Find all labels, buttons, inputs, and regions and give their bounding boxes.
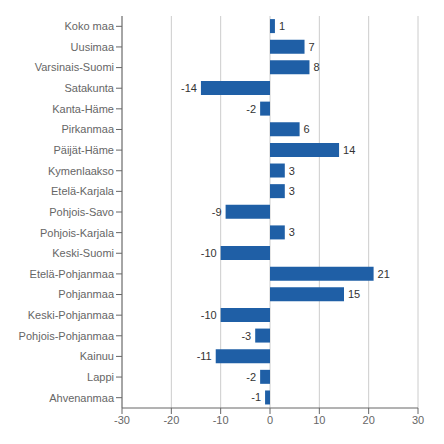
svg-text:3: 3 xyxy=(289,165,295,177)
svg-text:Päijät-Häme: Päijät-Häme xyxy=(53,144,114,156)
svg-text:Satakunta: Satakunta xyxy=(64,82,114,94)
svg-text:10: 10 xyxy=(313,414,325,426)
svg-text:-14: -14 xyxy=(181,82,197,94)
svg-text:Keski-Suomi: Keski-Suomi xyxy=(52,247,114,259)
svg-text:Kainuu: Kainuu xyxy=(80,350,114,362)
svg-text:-10: -10 xyxy=(201,247,217,259)
svg-text:20: 20 xyxy=(363,414,375,426)
svg-text:-9: -9 xyxy=(212,206,222,218)
svg-text:-11: -11 xyxy=(197,350,212,362)
svg-text:Koko maa: Koko maa xyxy=(64,20,114,32)
svg-text:7: 7 xyxy=(309,41,315,53)
svg-text:Uusimaa: Uusimaa xyxy=(71,41,115,53)
svg-text:Varsinais-Suomi: Varsinais-Suomi xyxy=(35,61,114,73)
svg-text:-30: -30 xyxy=(114,414,130,426)
svg-text:Pohjois-Pohjanmaa: Pohjois-Pohjanmaa xyxy=(19,330,115,342)
svg-text:8: 8 xyxy=(313,61,319,73)
svg-text:-3: -3 xyxy=(241,330,251,342)
svg-text:Etelä-Pohjanmaa: Etelä-Pohjanmaa xyxy=(30,268,115,280)
svg-text:-20: -20 xyxy=(163,414,179,426)
svg-text:Pirkanmaa: Pirkanmaa xyxy=(61,123,114,135)
svg-text:0: 0 xyxy=(267,414,273,426)
svg-text:Pohjois-Karjala: Pohjois-Karjala xyxy=(40,227,115,239)
svg-text:21: 21 xyxy=(378,268,390,280)
svg-text:Pohjanmaa: Pohjanmaa xyxy=(58,288,115,300)
svg-text:Kanta-Häme: Kanta-Häme xyxy=(52,103,114,115)
svg-text:Keski-Pohjanmaa: Keski-Pohjanmaa xyxy=(28,309,115,321)
svg-text:Pohjois-Savo: Pohjois-Savo xyxy=(49,206,114,218)
svg-text:30: 30 xyxy=(412,414,424,426)
svg-text:-10: -10 xyxy=(213,414,229,426)
svg-text:Kymenlaakso: Kymenlaakso xyxy=(48,165,114,177)
svg-text:-2: -2 xyxy=(246,371,256,383)
svg-text:Etelä-Karjala: Etelä-Karjala xyxy=(51,185,115,197)
svg-text:Ahvenanmaa: Ahvenanmaa xyxy=(49,392,115,404)
svg-text:-1: -1 xyxy=(251,391,261,403)
svg-text:Lappi: Lappi xyxy=(87,371,114,383)
svg-text:1: 1 xyxy=(279,20,285,32)
svg-text:15: 15 xyxy=(348,288,360,300)
svg-text:6: 6 xyxy=(304,123,310,135)
svg-text:3: 3 xyxy=(289,226,295,238)
svg-text:14: 14 xyxy=(343,144,355,156)
svg-text:3: 3 xyxy=(289,185,295,197)
svg-text:-10: -10 xyxy=(201,309,217,321)
svg-text:-2: -2 xyxy=(246,103,256,115)
